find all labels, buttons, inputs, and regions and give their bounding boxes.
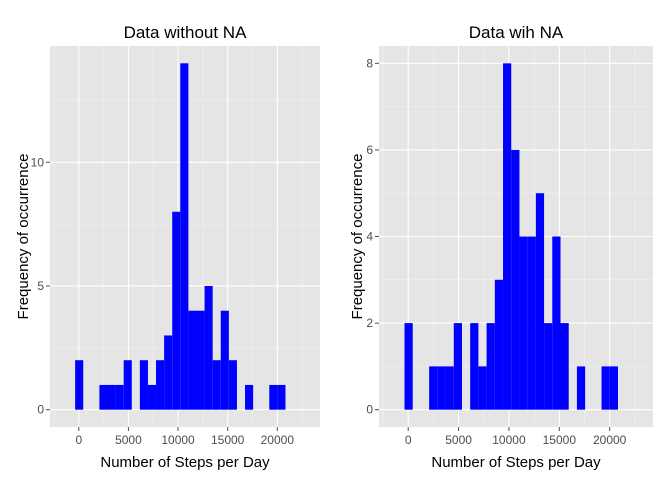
histogram-bar — [609, 366, 618, 410]
histogram-bar — [478, 366, 487, 410]
histogram-bar — [139, 360, 148, 410]
x-tick-label: 15000 — [543, 433, 577, 447]
histogram-bar — [494, 279, 504, 410]
chart-title: Data without NA — [124, 23, 247, 42]
histogram-bar — [470, 323, 479, 410]
histogram-bar — [445, 366, 454, 410]
histogram-bar — [511, 149, 520, 410]
histogram-bar — [123, 360, 132, 410]
histogram-bar — [245, 384, 254, 410]
x-tick-label: 10000 — [492, 433, 526, 447]
y-tick-label: 0 — [37, 403, 44, 417]
y-tick-label: 0 — [366, 403, 373, 417]
histogram-bar — [99, 384, 108, 410]
histogram-bar — [75, 360, 84, 410]
histogram-bar — [172, 211, 181, 410]
histogram-bar — [228, 360, 237, 410]
chart-title: Data wih NA — [469, 23, 564, 42]
histogram-bar — [552, 236, 561, 410]
x-tick-label: 5000 — [445, 433, 472, 447]
histogram-bar — [115, 384, 124, 410]
x-tick-label: 20000 — [261, 433, 295, 447]
histogram-bar — [188, 310, 197, 410]
histogram-bar — [453, 323, 462, 410]
histogram-bar — [220, 310, 229, 410]
x-tick-label: 0 — [405, 433, 412, 447]
y-tick-label: 6 — [366, 143, 373, 157]
x-axis-title: Number of Steps per Day — [431, 454, 601, 471]
x-tick-label: 0 — [75, 433, 82, 447]
y-tick-label: 10 — [31, 155, 45, 169]
y-axis-title: Frequency of occurrence — [349, 154, 366, 320]
histogram-bar — [164, 335, 173, 410]
histogram-bar — [560, 323, 569, 410]
histogram-bar — [503, 63, 512, 410]
histogram-bar — [601, 366, 610, 410]
x-tick-label: 20000 — [593, 433, 627, 447]
histogram-bar — [180, 63, 189, 410]
histogram-bar — [429, 366, 438, 410]
x-tick-label: 15000 — [211, 433, 245, 447]
x-axis-title: Number of Steps per Day — [100, 454, 270, 471]
histogram-bar — [156, 360, 165, 410]
histogram-bar — [404, 323, 413, 410]
y-tick-label: 8 — [366, 56, 373, 70]
histogram-bar — [519, 236, 528, 410]
histogram-bar — [107, 384, 116, 410]
histogram-bar — [269, 384, 278, 410]
histogram-bar — [527, 236, 536, 410]
histogram-bar — [486, 323, 495, 410]
histogram-bar — [147, 384, 157, 410]
histogram-bar — [535, 193, 545, 410]
histogram-bar — [277, 384, 286, 410]
histogram-bar — [576, 366, 586, 410]
x-tick-label: 5000 — [115, 433, 142, 447]
histogram-bar — [196, 310, 205, 410]
y-tick-label: 4 — [366, 230, 373, 244]
y-tick-label: 5 — [37, 279, 44, 293]
histogram-bar — [437, 366, 446, 410]
histogram-bar — [204, 285, 213, 410]
histogram-bar — [212, 360, 221, 410]
x-tick-label: 10000 — [161, 433, 195, 447]
y-tick-label: 2 — [366, 316, 373, 330]
y-axis-title: Frequency of occurrence — [15, 154, 32, 320]
histogram-bar — [544, 323, 553, 410]
